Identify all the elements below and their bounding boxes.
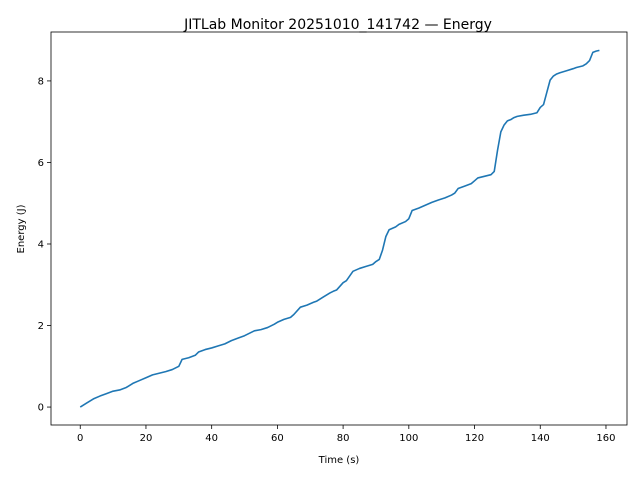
plot-area: 0 20 40 60 80 100 120 140 160 0 2 4 6 8 [38,31,628,444]
x-tick-label: 0 [77,433,83,444]
x-tick-label: 40 [205,433,218,444]
y-tick-label: 6 [38,158,44,169]
y-axis-label: Energy (J) [16,204,27,253]
energy-series-line [79,49,600,408]
x-tick-label: 80 [337,433,350,444]
x-tick-label: 160 [596,433,615,444]
x-axis-ticks: 0 20 40 60 80 100 120 140 160 [77,425,616,444]
y-tick-label: 8 [38,76,44,87]
x-axis-label: Time (s) [318,455,360,466]
x-tick-label: 120 [465,433,484,444]
x-tick-label: 60 [271,433,284,444]
plot-frame [50,31,628,426]
y-axis-ticks: 0 2 4 6 8 [38,76,51,414]
y-tick-label: 2 [38,321,44,332]
x-tick-label: 140 [531,433,550,444]
y-tick-label: 4 [38,239,44,250]
y-tick-label: 0 [38,403,44,414]
x-tick-label: 100 [399,433,418,444]
x-tick-label: 20 [140,433,153,444]
chart-title: JITLab Monitor 20251010_141742 — Energy [183,17,492,33]
